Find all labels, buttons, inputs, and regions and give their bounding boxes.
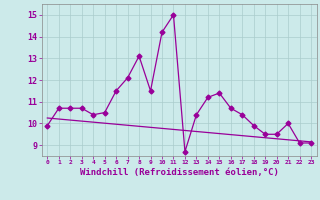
X-axis label: Windchill (Refroidissement éolien,°C): Windchill (Refroidissement éolien,°C) bbox=[80, 168, 279, 177]
